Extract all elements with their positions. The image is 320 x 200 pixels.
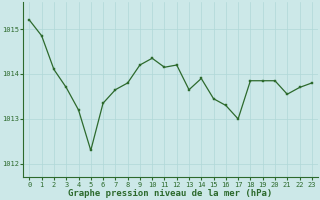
X-axis label: Graphe pression niveau de la mer (hPa): Graphe pression niveau de la mer (hPa) <box>68 189 273 198</box>
